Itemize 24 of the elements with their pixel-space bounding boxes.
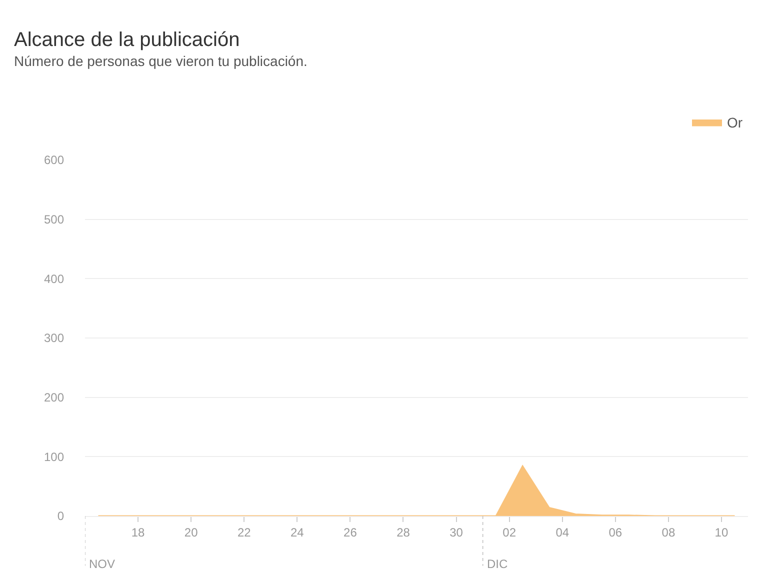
y-tick-label: 300: [44, 331, 64, 346]
x-tick-label: 26: [344, 525, 358, 540]
ref-line-label: DIC: [487, 557, 508, 571]
x-tick-label: 22: [237, 525, 252, 540]
x-tick-label: 30: [450, 525, 464, 540]
y-tick-label: 100: [44, 450, 64, 464]
x-tick-label: 04: [556, 525, 570, 540]
chart-title: Alcance de la publicación: [14, 29, 240, 51]
y-tick-label: 200: [44, 390, 64, 405]
y-tick-label: 400: [44, 272, 64, 286]
x-tick-label: 08: [662, 525, 676, 540]
x-tick-label: 02: [502, 525, 516, 540]
y-tick-label: 600: [44, 153, 64, 168]
x-tick-label: 06: [608, 525, 622, 540]
y-tick-label: 500: [44, 212, 64, 227]
ref-line-label: NOV: [89, 557, 116, 571]
legend-label: Or: [727, 114, 743, 131]
chart-subtitle: Número de personas que vieron tu publicación.: [14, 53, 308, 69]
y-tick-label: 0: [57, 509, 64, 524]
x-tick-label: 18: [131, 525, 146, 540]
x-tick-label: 24: [290, 525, 304, 540]
x-tick-label: 28: [396, 525, 410, 540]
x-tick-label: 10: [714, 525, 728, 540]
x-tick-label: 20: [184, 525, 198, 540]
